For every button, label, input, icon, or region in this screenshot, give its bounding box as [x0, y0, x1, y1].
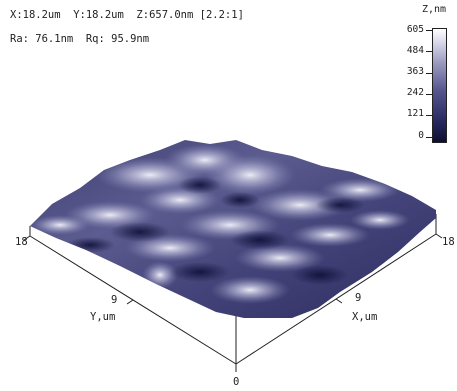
x-axis-end-label: 18: [442, 236, 455, 248]
colorbar-tick-label: 363: [406, 66, 424, 77]
colorbar-tick-label: 605: [406, 24, 424, 35]
x-axis-title: X,um: [352, 311, 377, 323]
colorbar-tick-label: 484: [406, 45, 424, 56]
y-axis-title: Y,um: [90, 311, 115, 323]
roughness-text: Ra: 76.1nm Rq: 95.9nm: [10, 33, 150, 45]
scan-dimensions-text: X:18.2um Y:18.2um Z:657.0nm [2.2:1]: [10, 9, 244, 21]
colorbar-tick-label: 121: [406, 108, 424, 119]
colorbar-unit-label: Z,nm: [422, 4, 447, 15]
colorbar-tick: [426, 73, 432, 74]
colorbar-tick: [426, 115, 432, 116]
axis-ticks: [23, 233, 443, 372]
colorbar-tick: [426, 51, 432, 52]
y-axis-mid-tick-label: 9: [111, 294, 117, 306]
colorbar-tick-label: 0: [418, 130, 424, 141]
surface-topography: [30, 140, 436, 318]
x-axis-mid-tick-label: 9: [355, 292, 361, 304]
colorbar-tick: [426, 30, 432, 31]
y-axis-end-label: 18: [15, 236, 28, 248]
origin-label: 0: [233, 376, 239, 388]
colorbar-tick: [426, 94, 432, 95]
height-colorbar: [432, 28, 447, 143]
colorbar-tick-label: 242: [406, 87, 424, 98]
colorbar-tick: [426, 137, 432, 138]
